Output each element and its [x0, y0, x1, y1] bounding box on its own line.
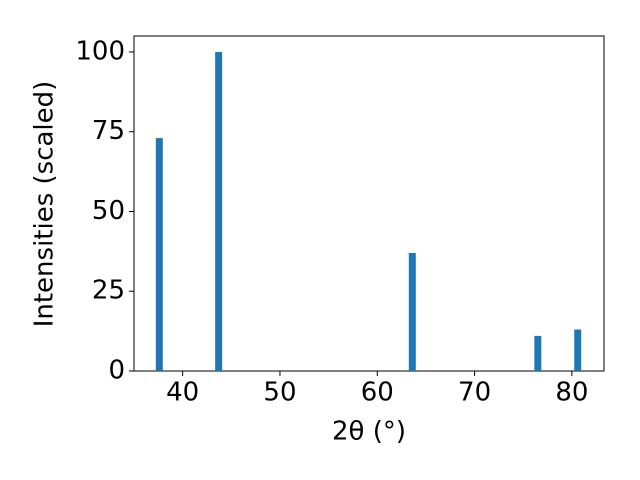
y-tick-label: 100 [75, 36, 125, 66]
bar [155, 138, 163, 371]
y-tick-label: 0 [108, 356, 125, 386]
bar [534, 335, 542, 371]
bar [215, 51, 223, 371]
y-tick-label: 75 [92, 116, 125, 146]
x-tick-label: 80 [555, 378, 588, 408]
x-axis-label: 2θ (°) [332, 417, 406, 447]
bar [574, 329, 582, 371]
plot-frame [133, 35, 605, 372]
y-axis-label: Intensities (scaled) [30, 81, 60, 328]
x-tick-label: 70 [458, 378, 491, 408]
x-tick-label: 40 [166, 378, 199, 408]
bar [408, 252, 416, 371]
y-tick-label: 50 [92, 196, 125, 226]
y-tick-label: 25 [92, 276, 125, 306]
x-tick-label: 60 [361, 378, 394, 408]
x-tick-label: 50 [263, 378, 296, 408]
